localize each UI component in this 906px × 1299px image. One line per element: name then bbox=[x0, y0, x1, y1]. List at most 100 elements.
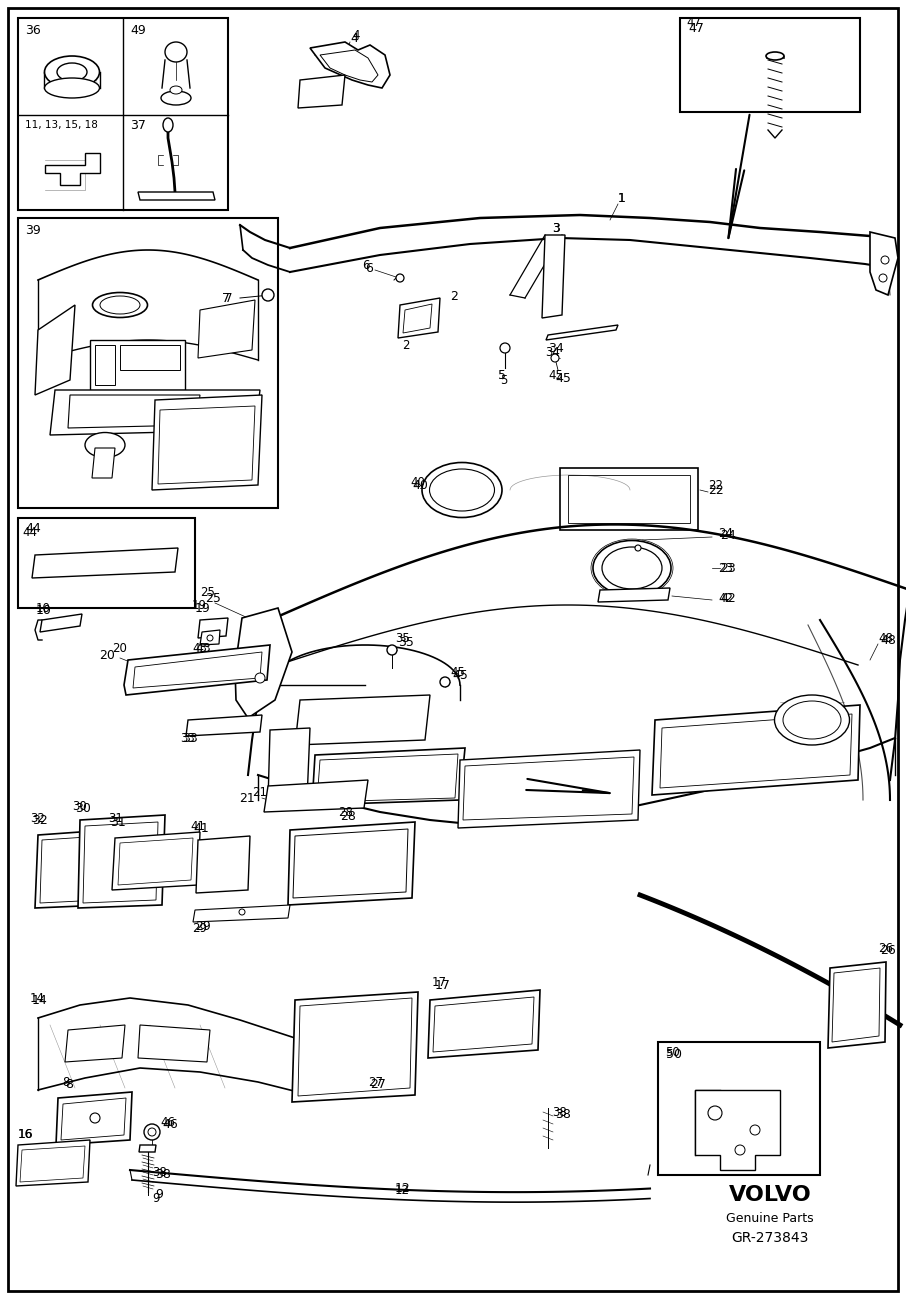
Text: 46: 46 bbox=[162, 1118, 178, 1131]
Circle shape bbox=[879, 274, 887, 282]
Polygon shape bbox=[598, 588, 670, 601]
Text: 9: 9 bbox=[152, 1191, 159, 1204]
Text: 25: 25 bbox=[205, 591, 221, 604]
Polygon shape bbox=[652, 705, 860, 795]
Text: 40: 40 bbox=[410, 475, 425, 488]
Polygon shape bbox=[292, 992, 418, 1102]
Text: 1: 1 bbox=[618, 191, 626, 204]
Text: 9: 9 bbox=[155, 1189, 163, 1202]
Circle shape bbox=[440, 677, 450, 687]
Ellipse shape bbox=[163, 118, 173, 132]
Text: VOLVO: VOLVO bbox=[728, 1185, 812, 1205]
Polygon shape bbox=[20, 1146, 85, 1182]
Polygon shape bbox=[542, 235, 565, 318]
Text: 12: 12 bbox=[395, 1183, 410, 1196]
Polygon shape bbox=[298, 998, 412, 1096]
Polygon shape bbox=[78, 814, 165, 908]
Ellipse shape bbox=[92, 292, 148, 317]
Polygon shape bbox=[293, 829, 408, 898]
Text: 5: 5 bbox=[500, 374, 507, 387]
Ellipse shape bbox=[422, 462, 502, 517]
Ellipse shape bbox=[100, 296, 140, 314]
Text: 32: 32 bbox=[32, 813, 48, 826]
Polygon shape bbox=[298, 75, 345, 108]
Polygon shape bbox=[198, 618, 228, 638]
Polygon shape bbox=[40, 837, 102, 903]
Text: 5: 5 bbox=[498, 369, 506, 382]
Polygon shape bbox=[32, 548, 178, 578]
Polygon shape bbox=[35, 305, 75, 395]
Polygon shape bbox=[92, 448, 115, 478]
Text: 47: 47 bbox=[688, 22, 704, 35]
Bar bbox=[18, 518, 195, 608]
Text: 49: 49 bbox=[130, 23, 146, 36]
Text: 6: 6 bbox=[362, 259, 370, 271]
Text: 3: 3 bbox=[552, 222, 559, 235]
Text: 47: 47 bbox=[686, 16, 701, 29]
Text: 24: 24 bbox=[718, 526, 733, 539]
Text: 23: 23 bbox=[720, 561, 736, 574]
Bar bbox=[560, 468, 698, 530]
Ellipse shape bbox=[85, 433, 125, 457]
Polygon shape bbox=[152, 395, 262, 490]
Polygon shape bbox=[546, 325, 618, 340]
Polygon shape bbox=[118, 838, 193, 885]
Text: 30: 30 bbox=[75, 801, 91, 814]
Text: 38: 38 bbox=[155, 1169, 171, 1182]
Text: 41: 41 bbox=[193, 821, 208, 834]
Text: 11, 13, 15, 18: 11, 13, 15, 18 bbox=[25, 120, 98, 130]
Text: 8: 8 bbox=[65, 1078, 73, 1091]
Text: 46: 46 bbox=[160, 1116, 175, 1129]
Text: 10: 10 bbox=[36, 604, 52, 617]
Text: 38: 38 bbox=[555, 1108, 571, 1121]
Text: 10: 10 bbox=[36, 601, 51, 614]
Polygon shape bbox=[186, 714, 262, 737]
Ellipse shape bbox=[783, 701, 841, 739]
Text: 50: 50 bbox=[665, 1046, 680, 1059]
Polygon shape bbox=[870, 233, 898, 295]
Text: 6: 6 bbox=[365, 261, 373, 274]
Ellipse shape bbox=[593, 540, 671, 595]
Text: 17: 17 bbox=[432, 976, 447, 989]
Polygon shape bbox=[320, 49, 378, 82]
Text: 14: 14 bbox=[30, 991, 45, 1004]
Ellipse shape bbox=[429, 469, 495, 511]
Text: 19: 19 bbox=[192, 599, 207, 612]
Text: 45: 45 bbox=[555, 372, 571, 385]
Polygon shape bbox=[95, 346, 115, 385]
Polygon shape bbox=[45, 153, 100, 184]
Circle shape bbox=[735, 1144, 745, 1155]
Polygon shape bbox=[403, 304, 432, 333]
Text: 34: 34 bbox=[548, 342, 564, 355]
Text: 39: 39 bbox=[25, 223, 41, 236]
Text: 29: 29 bbox=[192, 921, 207, 934]
Polygon shape bbox=[458, 750, 640, 827]
Polygon shape bbox=[124, 646, 270, 695]
Text: 35: 35 bbox=[395, 631, 410, 644]
Circle shape bbox=[207, 635, 213, 640]
Circle shape bbox=[500, 343, 510, 353]
Text: GR-273843: GR-273843 bbox=[731, 1231, 809, 1244]
Text: 2: 2 bbox=[402, 339, 410, 352]
Text: 20: 20 bbox=[99, 648, 115, 661]
Text: 33: 33 bbox=[180, 731, 195, 744]
Polygon shape bbox=[463, 757, 634, 820]
Text: 45: 45 bbox=[452, 669, 467, 682]
Polygon shape bbox=[295, 695, 430, 746]
Text: 16: 16 bbox=[18, 1129, 34, 1142]
Text: 21: 21 bbox=[239, 791, 255, 804]
Text: 38: 38 bbox=[152, 1165, 167, 1178]
Circle shape bbox=[750, 1125, 760, 1135]
Ellipse shape bbox=[44, 56, 100, 88]
Circle shape bbox=[708, 1105, 722, 1120]
Polygon shape bbox=[660, 714, 852, 788]
Text: 23: 23 bbox=[718, 561, 733, 574]
Polygon shape bbox=[398, 297, 440, 338]
Text: 22: 22 bbox=[708, 478, 723, 491]
Text: 12: 12 bbox=[395, 1182, 410, 1195]
Polygon shape bbox=[139, 1144, 156, 1152]
Polygon shape bbox=[264, 779, 368, 812]
Text: 3: 3 bbox=[552, 222, 560, 235]
Ellipse shape bbox=[602, 547, 662, 588]
Text: 30: 30 bbox=[72, 799, 87, 812]
